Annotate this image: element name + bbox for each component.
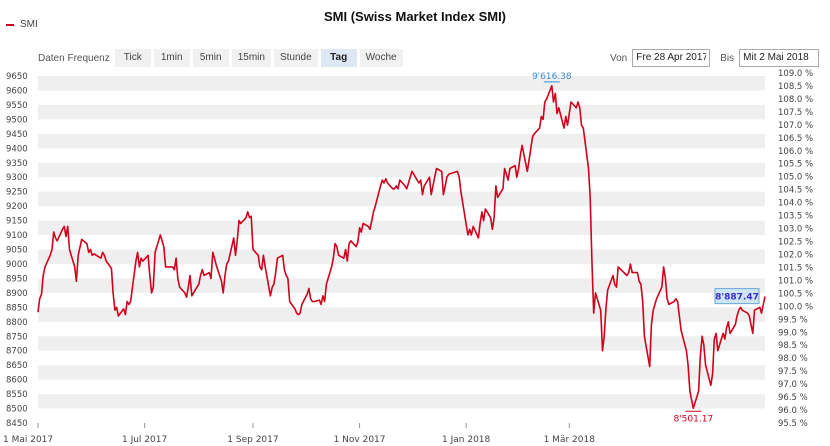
- right-tick-label: 107.5 %: [778, 108, 813, 118]
- low-label: 8'501.17: [673, 414, 713, 424]
- legend-swatch: [6, 23, 14, 26]
- right-tick-label: 96.0 %: [778, 406, 808, 416]
- y-tick-label: 8700: [6, 347, 28, 357]
- grid-band: [38, 278, 765, 293]
- from-date-input[interactable]: [632, 49, 711, 67]
- y-tick-label: 9250: [6, 188, 28, 198]
- y-tick-label: 8850: [6, 303, 28, 313]
- right-tick-label: 107.0 %: [778, 121, 813, 131]
- right-tick-label: 104.0 %: [778, 199, 813, 209]
- grid-band: [38, 336, 765, 351]
- grid-band: [38, 162, 765, 178]
- right-tick-label: 101.5 %: [778, 263, 813, 273]
- y-tick-label: 8800: [6, 318, 28, 328]
- right-tick-label: 106.5 %: [778, 134, 813, 144]
- y-tick-label: 9400: [6, 144, 28, 154]
- y-tick-label: 8600: [6, 376, 28, 386]
- y-tick-label: 9200: [6, 202, 28, 212]
- grid-band: [38, 307, 765, 322]
- x-tick-label: 1 Jul 2017: [122, 435, 167, 445]
- grid-band: [38, 76, 765, 91]
- x-tick-label: 1 Mär 2018: [544, 435, 596, 445]
- right-tick-label: 98.5 %: [778, 341, 808, 351]
- from-label: Von: [610, 52, 628, 64]
- y-tick-label: 8750: [6, 332, 28, 342]
- to-label: Bis: [720, 52, 735, 64]
- right-tick-label: 109.0 %: [778, 69, 813, 79]
- y-tick-label: 8650: [6, 361, 28, 371]
- y-tick-label: 9350: [6, 159, 28, 169]
- to-date-input[interactable]: [739, 49, 820, 67]
- right-tick-label: 95.5 %: [778, 419, 808, 429]
- x-tick-label: 1 Nov 2017: [334, 435, 386, 445]
- right-tick-label: 100.5 %: [778, 289, 813, 299]
- y-tick-label: 9600: [6, 86, 28, 96]
- x-tick-label: 1 Mai 2017: [3, 435, 53, 445]
- x-tick-label: 1 Sep 2017: [227, 435, 278, 445]
- last-value-label: 8'887.47: [715, 293, 759, 303]
- series-line-smi: [37, 85, 766, 410]
- chart-title: SMI (Swiss Market Index SMI): [323, 9, 507, 24]
- chart-legend[interactable]: SMI: [6, 19, 38, 30]
- y-tick-label: 9550: [6, 101, 28, 111]
- last-value-badge: [714, 288, 760, 305]
- y-tick-label: 9650: [6, 72, 28, 82]
- grid-band: [38, 249, 765, 264]
- y-tick-label: 9500: [6, 115, 28, 125]
- high-label: 9'616.38: [532, 72, 572, 82]
- freq-button-tag[interactable]: Tag: [320, 49, 357, 67]
- grid-band: [38, 104, 765, 120]
- y-tick-label: 8500: [6, 405, 28, 415]
- y-tick-label: 8550: [6, 390, 28, 400]
- legend-label: SMI: [20, 19, 38, 30]
- right-tick-label: 99.0 %: [778, 328, 808, 338]
- freq-button-15min[interactable]: 15min: [231, 49, 271, 67]
- y-tick-label: 8900: [6, 289, 28, 299]
- y-tick-label: 9450: [6, 130, 28, 140]
- y-tick-label: 9150: [6, 217, 28, 227]
- frequency-label: Daten Frequenz: [38, 52, 110, 64]
- right-tick-label: 102.5 %: [778, 238, 813, 248]
- y-tick-label: 8950: [6, 274, 28, 284]
- freq-button-5min[interactable]: 5min: [192, 49, 229, 67]
- right-tick-label: 106.0 %: [778, 147, 813, 157]
- right-tick-label: 96.5 %: [778, 393, 808, 403]
- right-tick-label: 103.0 %: [778, 225, 813, 235]
- grid-band: [38, 394, 765, 409]
- right-tick-label: 97.5 %: [778, 367, 808, 377]
- y-tick-label: 8450: [6, 419, 28, 429]
- y-tick-label: 9300: [6, 173, 28, 183]
- grid-band: [38, 191, 765, 207]
- y-tick-label: 9050: [6, 246, 28, 256]
- grid-band: [38, 133, 765, 149]
- freq-button-tick[interactable]: Tick: [114, 49, 151, 67]
- grid: [38, 76, 765, 409]
- x-tick-label: 1 Jan 2018: [442, 435, 490, 445]
- date-range: Von Bis: [610, 49, 820, 67]
- right-tick-label: 101.0 %: [778, 276, 813, 286]
- y-tick-label: 9100: [6, 231, 28, 241]
- right-tick-label: 97.0 %: [778, 380, 808, 390]
- right-tick-label: 108.5 %: [778, 82, 813, 92]
- right-tick-label: 98.0 %: [778, 354, 808, 364]
- right-tick-label: 100.0 %: [778, 302, 813, 312]
- frequency-bar: Daten Frequenz Tick 1min 5min 15min Stun…: [38, 49, 406, 67]
- grid-band: [38, 365, 765, 380]
- freq-button-stunde[interactable]: Stunde: [273, 49, 318, 67]
- freq-button-woche[interactable]: Woche: [359, 49, 403, 67]
- right-tick-label: 103.5 %: [778, 212, 813, 222]
- right-tick-label: 104.5 %: [778, 186, 813, 196]
- right-tick-label: 99.5 %: [778, 315, 808, 325]
- grid-band: [38, 220, 765, 236]
- right-tick-label: 105.5 %: [778, 160, 813, 170]
- right-tick-label: 102.0 %: [778, 250, 813, 260]
- freq-button-1min[interactable]: 1min: [153, 49, 190, 67]
- right-tick-label: 108.0 %: [778, 95, 813, 105]
- y-tick-label: 9000: [6, 260, 28, 270]
- right-tick-label: 105.0 %: [778, 173, 813, 183]
